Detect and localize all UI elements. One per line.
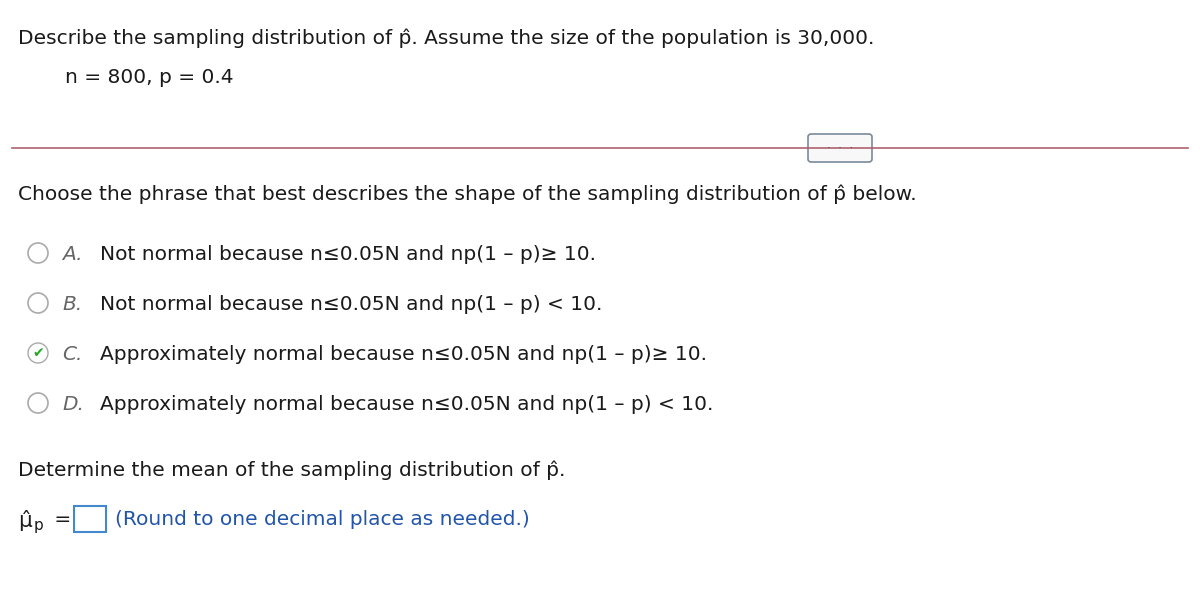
Text: ✔: ✔ (32, 346, 44, 360)
Text: Not normal because n≤0.05N and np(1 – p) < 10.: Not normal because n≤0.05N and np(1 – p)… (100, 295, 602, 314)
Text: p: p (34, 518, 43, 533)
Text: n = 800, p = 0.4: n = 800, p = 0.4 (65, 68, 234, 87)
FancyBboxPatch shape (74, 506, 106, 532)
Text: Not normal because n≤0.05N and np(1 – p)≥ 10.: Not normal because n≤0.05N and np(1 – p)… (100, 245, 596, 264)
Text: (Round to one decimal place as needed.): (Round to one decimal place as needed.) (115, 510, 529, 529)
Circle shape (28, 343, 48, 363)
Text: Describe the sampling distribution of p̂. Assume the size of the population is 3: Describe the sampling distribution of p̂… (18, 28, 875, 47)
Text: =: = (48, 510, 71, 529)
Text: A.: A. (62, 245, 83, 264)
Text: ·  ·  ·: · · · (827, 142, 853, 154)
Text: Approximately normal because n≤0.05N and np(1 – p)≥ 10.: Approximately normal because n≤0.05N and… (100, 345, 707, 364)
Text: Determine the mean of the sampling distribution of p̂.: Determine the mean of the sampling distr… (18, 460, 565, 479)
Text: D.: D. (62, 395, 84, 414)
Text: Approximately normal because n≤0.05N and np(1 – p) < 10.: Approximately normal because n≤0.05N and… (100, 395, 713, 414)
Text: C.: C. (62, 345, 83, 364)
Text: Choose the phrase that best describes the shape of the sampling distribution of : Choose the phrase that best describes th… (18, 185, 917, 205)
Text: B.: B. (62, 295, 82, 314)
Text: μ̂: μ̂ (18, 510, 31, 531)
FancyBboxPatch shape (808, 134, 872, 162)
